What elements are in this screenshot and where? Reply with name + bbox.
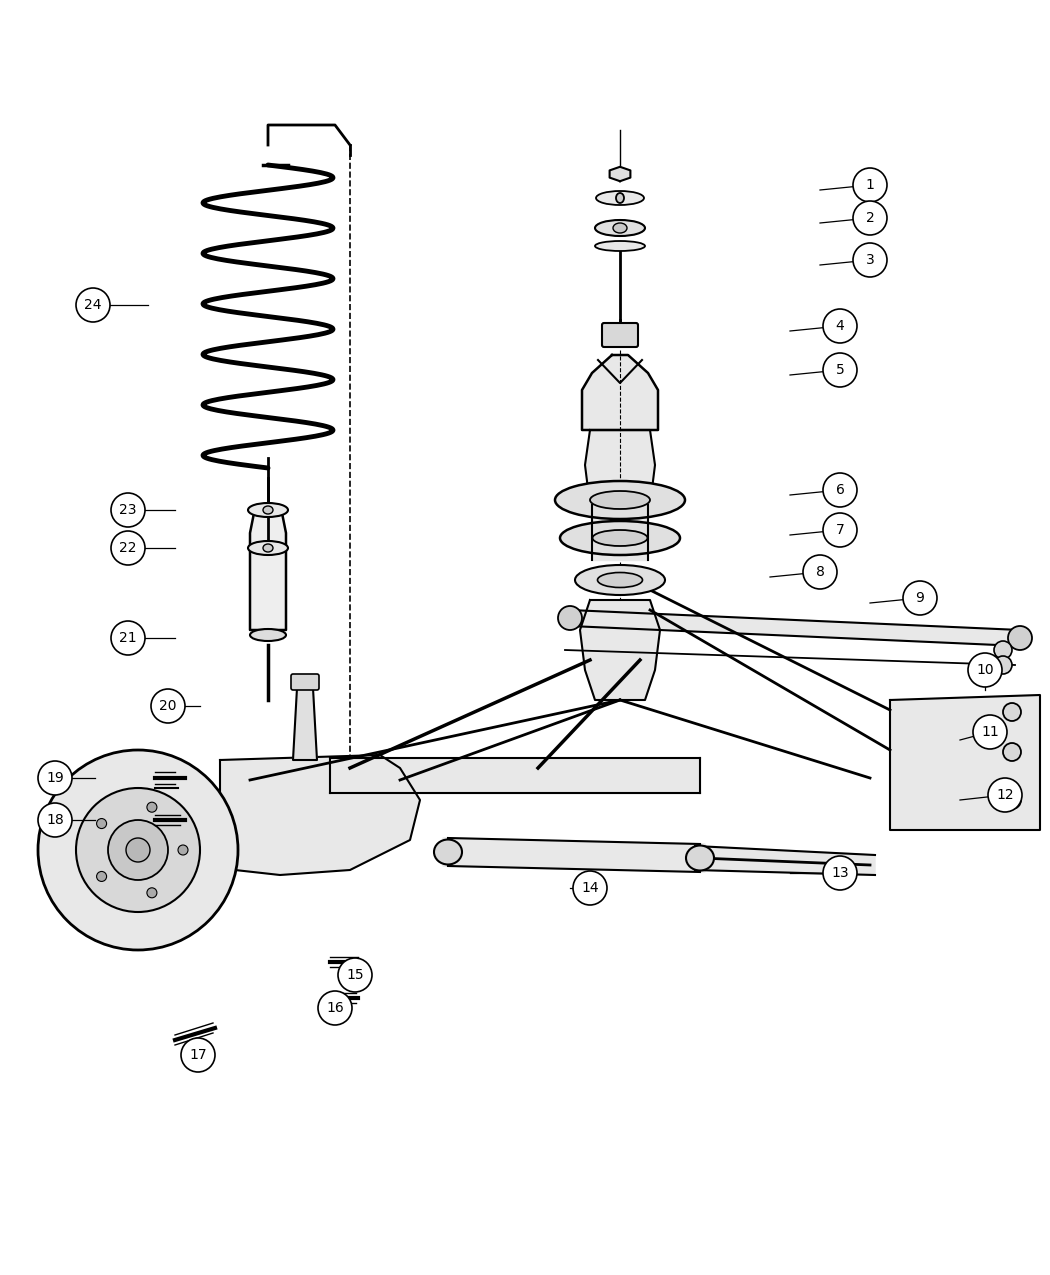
Ellipse shape xyxy=(590,491,650,509)
Circle shape xyxy=(1003,743,1021,761)
Circle shape xyxy=(994,641,1012,659)
Text: 11: 11 xyxy=(981,725,999,739)
Ellipse shape xyxy=(575,565,665,595)
Ellipse shape xyxy=(262,544,273,552)
Circle shape xyxy=(126,838,150,862)
Circle shape xyxy=(903,581,937,615)
Ellipse shape xyxy=(555,481,685,519)
Text: 21: 21 xyxy=(120,631,136,645)
Polygon shape xyxy=(592,505,648,560)
FancyBboxPatch shape xyxy=(602,323,638,347)
Text: 19: 19 xyxy=(46,771,64,785)
Text: 1: 1 xyxy=(865,179,875,193)
Ellipse shape xyxy=(592,530,648,546)
Polygon shape xyxy=(330,759,700,793)
Circle shape xyxy=(111,621,145,655)
Circle shape xyxy=(823,513,857,547)
Circle shape xyxy=(994,657,1012,674)
Ellipse shape xyxy=(596,191,644,205)
Circle shape xyxy=(973,715,1007,748)
Circle shape xyxy=(853,168,887,201)
Circle shape xyxy=(38,761,72,796)
Polygon shape xyxy=(293,688,317,760)
Ellipse shape xyxy=(613,223,627,233)
Circle shape xyxy=(181,1038,215,1072)
Circle shape xyxy=(823,856,857,890)
Circle shape xyxy=(97,819,107,829)
Text: 13: 13 xyxy=(832,866,848,880)
Polygon shape xyxy=(890,695,1040,830)
Circle shape xyxy=(147,802,156,812)
Circle shape xyxy=(38,803,72,836)
Text: 17: 17 xyxy=(189,1048,207,1062)
Text: 22: 22 xyxy=(120,541,136,555)
Circle shape xyxy=(1003,790,1021,810)
Circle shape xyxy=(823,473,857,507)
Polygon shape xyxy=(582,354,658,430)
Circle shape xyxy=(147,887,156,898)
Circle shape xyxy=(1008,626,1032,650)
Circle shape xyxy=(823,353,857,388)
Polygon shape xyxy=(585,430,655,505)
Polygon shape xyxy=(610,167,630,181)
Circle shape xyxy=(108,820,168,880)
Circle shape xyxy=(111,530,145,565)
Polygon shape xyxy=(220,755,420,875)
Text: 7: 7 xyxy=(836,523,844,537)
Ellipse shape xyxy=(434,839,462,864)
Circle shape xyxy=(338,958,372,992)
Circle shape xyxy=(573,871,607,905)
Ellipse shape xyxy=(595,221,645,236)
Text: 8: 8 xyxy=(816,565,824,579)
Circle shape xyxy=(1003,703,1021,720)
Ellipse shape xyxy=(250,629,286,641)
Circle shape xyxy=(76,788,200,912)
Text: 10: 10 xyxy=(976,663,993,677)
Ellipse shape xyxy=(616,193,624,203)
Circle shape xyxy=(988,778,1022,812)
Text: 14: 14 xyxy=(582,881,598,895)
Text: 24: 24 xyxy=(84,298,102,312)
Circle shape xyxy=(823,309,857,343)
Circle shape xyxy=(968,653,1002,687)
Ellipse shape xyxy=(595,241,645,251)
Polygon shape xyxy=(580,601,660,700)
Text: 15: 15 xyxy=(346,968,363,982)
Text: 20: 20 xyxy=(160,699,176,713)
Text: 16: 16 xyxy=(327,1001,344,1015)
Polygon shape xyxy=(695,847,875,875)
Text: 6: 6 xyxy=(836,483,844,497)
Circle shape xyxy=(97,871,107,881)
Text: 5: 5 xyxy=(836,363,844,377)
Text: 4: 4 xyxy=(836,319,844,333)
Polygon shape xyxy=(443,838,705,872)
Circle shape xyxy=(38,750,238,950)
Circle shape xyxy=(151,688,185,723)
Circle shape xyxy=(558,606,582,630)
Circle shape xyxy=(318,991,352,1025)
Polygon shape xyxy=(570,609,1020,646)
Ellipse shape xyxy=(248,504,288,516)
Polygon shape xyxy=(250,513,286,630)
Ellipse shape xyxy=(686,845,714,871)
Ellipse shape xyxy=(597,572,643,588)
Circle shape xyxy=(111,493,145,527)
FancyBboxPatch shape xyxy=(291,674,319,690)
Ellipse shape xyxy=(248,541,288,555)
Text: 12: 12 xyxy=(996,788,1014,802)
Text: 18: 18 xyxy=(46,813,64,827)
Circle shape xyxy=(76,288,110,323)
Text: 23: 23 xyxy=(120,504,136,516)
Text: 3: 3 xyxy=(865,252,875,266)
Circle shape xyxy=(853,201,887,235)
Circle shape xyxy=(853,244,887,277)
Ellipse shape xyxy=(262,506,273,514)
Ellipse shape xyxy=(560,521,680,555)
Circle shape xyxy=(803,555,837,589)
Text: 2: 2 xyxy=(865,210,875,224)
Circle shape xyxy=(178,845,188,856)
Text: 9: 9 xyxy=(916,592,924,606)
